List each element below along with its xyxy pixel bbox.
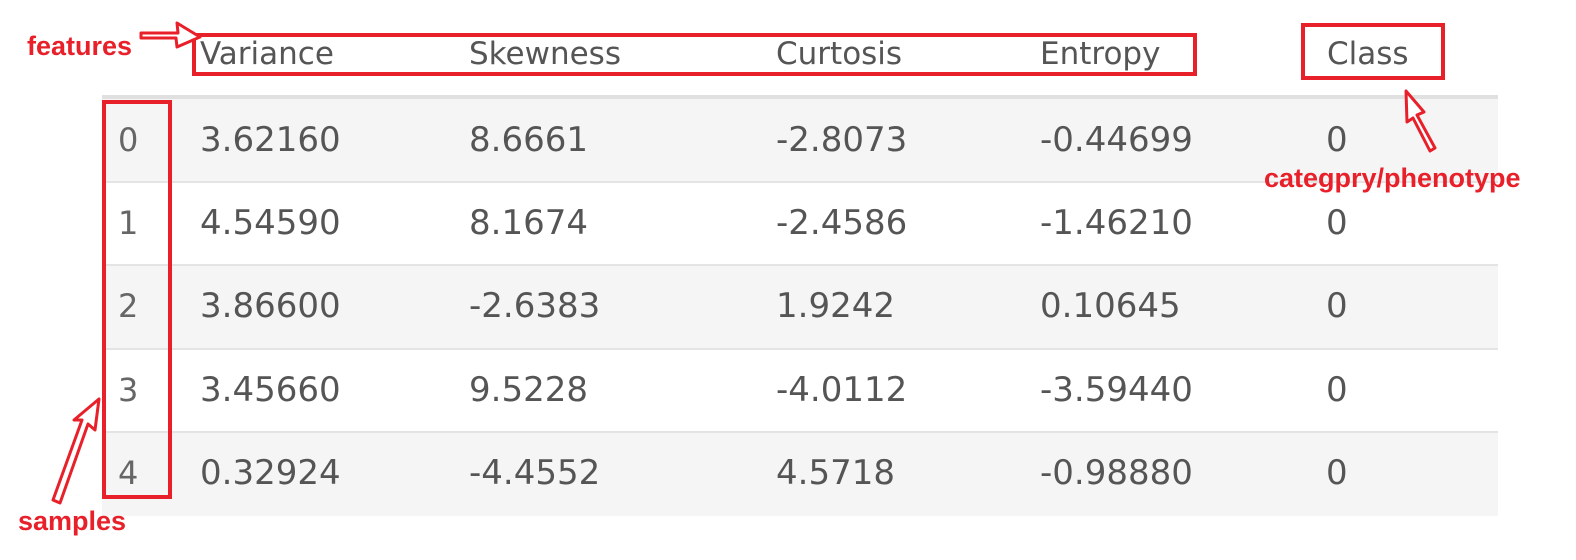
row-index: 3: [118, 371, 139, 409]
row-separator: [102, 264, 1498, 266]
cell-variance: 3.45660: [200, 370, 341, 410]
row-band-0: [102, 99, 1498, 182]
features-arrow-icon: [139, 21, 202, 49]
cell-curtosis: 4.5718: [776, 453, 895, 493]
cell-variance: 3.62160: [200, 120, 341, 160]
row-band-2: [102, 266, 1498, 349]
class-highlight-box: [1301, 23, 1445, 80]
cell-class: 0: [1326, 286, 1348, 326]
cell-entropy: -1.46210: [1040, 203, 1193, 243]
row-separator: [102, 181, 1498, 183]
cell-curtosis: -2.8073: [776, 120, 908, 160]
cell-curtosis: 1.9242: [776, 286, 895, 326]
row-index: 0: [118, 121, 139, 159]
row-separator: [102, 431, 1498, 433]
cell-entropy: -0.44699: [1040, 120, 1193, 160]
samples-annotation: samples: [18, 506, 127, 536]
column-header-variance: Variance: [200, 36, 334, 72]
cell-entropy: 0.10645: [1040, 286, 1181, 326]
cell-skewness: -2.6383: [469, 286, 601, 326]
cell-variance: 0.32924: [200, 453, 341, 493]
features-highlight-box: [192, 33, 1197, 76]
cell-variance: 4.54590: [200, 203, 341, 243]
class-arrow-icon: [1404, 89, 1437, 153]
cell-entropy: -3.59440: [1040, 370, 1193, 410]
row-separator: [102, 348, 1498, 350]
features-annotation: features: [27, 31, 133, 61]
cell-curtosis: -4.0112: [776, 370, 908, 410]
cell-skewness: 9.5228: [469, 370, 588, 410]
column-header-skewness: Skewness: [469, 36, 621, 72]
column-header-class: Class: [1327, 36, 1409, 72]
cell-entropy: -0.98880: [1040, 453, 1193, 493]
cell-skewness: 8.1674: [469, 203, 588, 243]
row-band-4: [102, 433, 1498, 516]
samples-arrow-icon: [51, 397, 101, 505]
class-annotation: categpry/phenotype: [1264, 163, 1521, 193]
column-header-entropy: Entropy: [1040, 36, 1161, 72]
cell-class: 0: [1326, 120, 1348, 160]
cell-skewness: -4.4552: [469, 453, 601, 493]
cell-class: 0: [1326, 370, 1348, 410]
row-index: 2: [118, 287, 139, 325]
cell-class: 0: [1326, 453, 1348, 493]
cell-variance: 3.86600: [200, 286, 341, 326]
header-rule: [102, 95, 1498, 99]
cell-curtosis: -2.4586: [776, 203, 908, 243]
column-header-curtosis: Curtosis: [776, 36, 903, 72]
row-index: 1: [118, 204, 139, 242]
row-band-3: [102, 350, 1498, 433]
cell-skewness: 8.6661: [469, 120, 588, 160]
cell-class: 0: [1326, 203, 1348, 243]
samples-highlight-box: [102, 100, 172, 499]
row-band-1: [102, 183, 1498, 266]
row-index: 4: [118, 454, 139, 492]
